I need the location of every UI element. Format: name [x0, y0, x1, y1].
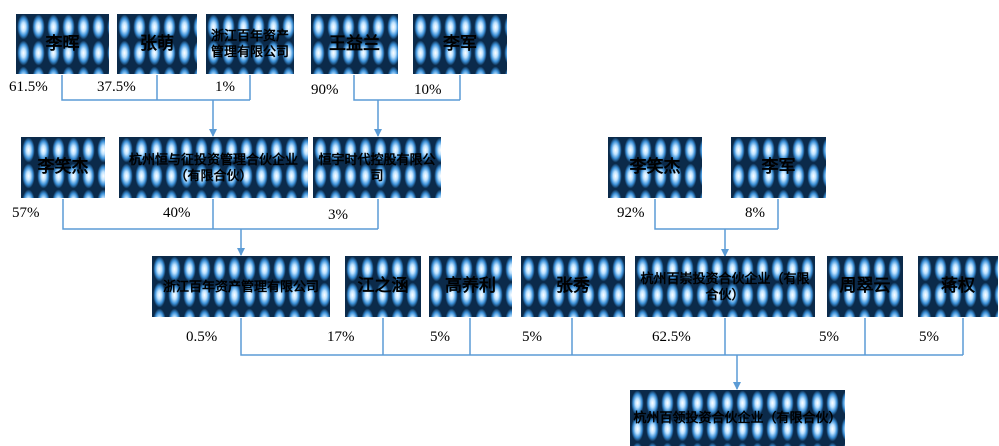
node-zhou-cuiyun: 周翠云 — [827, 256, 903, 317]
pct-li-hui: 61.5% — [9, 79, 48, 95]
node-zhejiang-baixian-mgmt-label: 浙江百年资产管理有限公司 — [210, 28, 289, 59]
pct-li-xiaojie-left: 57% — [12, 205, 40, 221]
node-zhang-xiu: 张秀 — [521, 256, 625, 317]
connector-bottom-bus — [240, 318, 963, 356]
pct-zhou-cuiyun: 5% — [819, 329, 839, 345]
connector-wang-yilan — [353, 75, 460, 101]
node-li-xiaojie-right-label: 李笑杰 — [629, 157, 681, 177]
pct-wang-yilan: 90% — [311, 82, 339, 98]
node-wang-yilan: 王益兰 — [311, 14, 398, 74]
node-target: 杭州百领投资合伙企业（有限合伙） — [630, 390, 845, 446]
pct-hangzhou-hengyu: 40% — [163, 205, 191, 221]
pct-li-jun-top: 10% — [414, 82, 442, 98]
node-gao-yangli-label: 高养利 — [445, 276, 496, 296]
node-hengyu-shidai-label: 恒宇时代控股有限公司 — [318, 151, 436, 183]
pct-hangzhou-baichong: 62.5% — [652, 329, 691, 345]
pct-jiang-zhihan: 17% — [327, 329, 355, 345]
node-li-jun-right-label: 李军 — [761, 157, 796, 177]
node-li-xiaojie-left-label: 李笑杰 — [37, 157, 89, 177]
node-hengyu-shidai: 恒宇时代控股有限公司 — [313, 137, 441, 198]
pct-zhang-meng: 37.5% — [97, 79, 136, 95]
connector-li-xiaojie-right — [654, 199, 778, 230]
connector-li-hui — [61, 75, 250, 101]
node-zhejiang-bainian-label: 浙江百年资产管理有限公司 — [162, 278, 319, 294]
node-gao-yangli: 高养利 — [429, 256, 512, 317]
node-target-label: 杭州百领投资合伙企业（有限合伙） — [633, 410, 842, 426]
node-jiang-zhihan-label: 江之涵 — [357, 276, 409, 296]
node-li-jun-top: 李军 — [413, 14, 507, 74]
node-hangzhou-baichong-label: 杭州百崇投资合伙企业（有限合伙） — [640, 270, 810, 302]
node-zhang-xiu-label: 张秀 — [556, 276, 590, 296]
node-li-jun-top-label: 李军 — [443, 33, 477, 53]
node-hangzhou-hengyu-label: 杭州恒与征投资管理合伙企业（有限合伙） — [128, 151, 298, 183]
node-jiang-zhihan: 江之涵 — [345, 256, 421, 317]
pct-zhang-xiu: 5% — [522, 329, 542, 345]
pct-li-xiaojie-right: 92% — [617, 205, 645, 221]
node-li-hui-label: 李晖 — [45, 33, 80, 53]
pct-li-jun-right: 8% — [745, 205, 765, 221]
node-li-xiaojie-left: 李笑杰 — [21, 137, 105, 198]
pct-hengyu-shidai: 3% — [328, 207, 348, 223]
connector-li-xiaojie-left — [62, 199, 378, 230]
node-zhang-meng-label: 张萌 — [140, 33, 174, 53]
pct-zhejiang-bainian: 0.5% — [186, 329, 218, 345]
node-zhejiang-bainian: 浙江百年资产管理有限公司 — [152, 256, 330, 317]
node-zhejiang-baixian-mgmt: 浙江百年资产管理有限公司 — [206, 14, 294, 74]
node-li-jun-right: 李军 — [731, 137, 826, 198]
node-hangzhou-baichong: 杭州百崇投资合伙企业（有限合伙） — [635, 256, 815, 317]
node-zhang-meng: 张萌 — [117, 14, 197, 74]
node-jiang-quan: 蒋权 — [918, 256, 998, 317]
pct-jiang-quan: 5% — [919, 329, 939, 345]
node-zhou-cuiyun-label: 周翠云 — [839, 276, 891, 296]
node-hangzhou-hengyu: 杭州恒与征投资管理合伙企业（有限合伙） — [119, 137, 308, 198]
node-li-xiaojie-right: 李笑杰 — [608, 137, 702, 198]
node-jiang-quan-label: 蒋权 — [941, 276, 975, 296]
node-li-hui: 李晖 — [16, 14, 109, 74]
node-wang-yilan-label: 王益兰 — [329, 33, 380, 53]
pct-zhejiang-baixian-mgmt: 1% — [215, 79, 235, 95]
pct-gao-yangli: 5% — [430, 329, 450, 345]
